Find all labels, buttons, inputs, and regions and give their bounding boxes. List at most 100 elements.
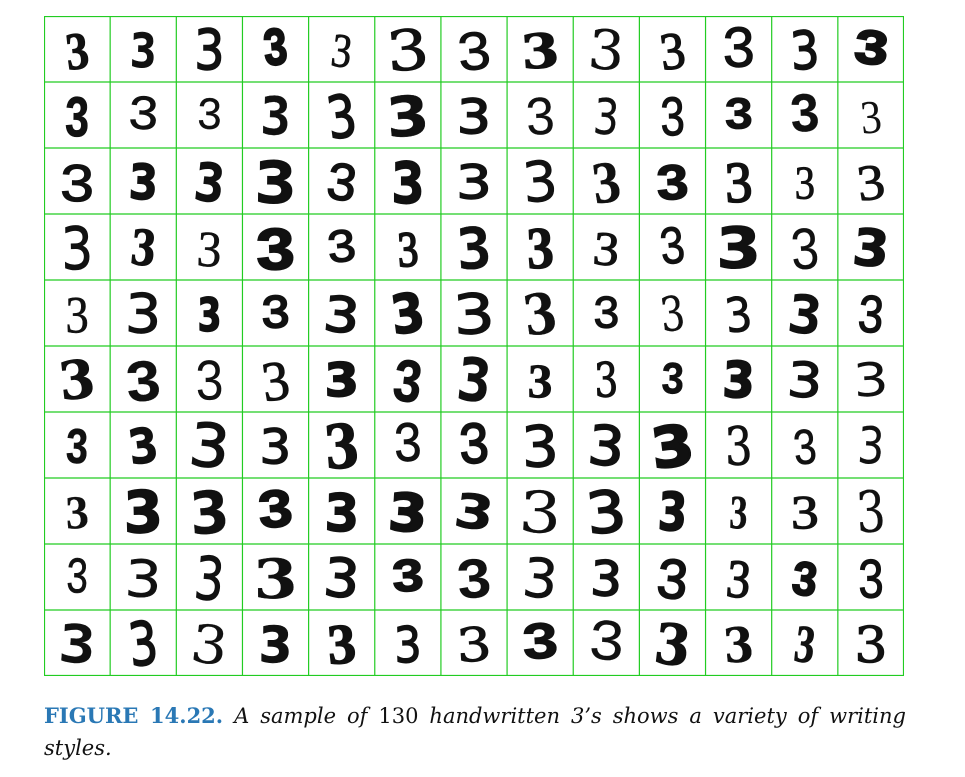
handwritten-digit: 3 [520, 614, 561, 675]
handwritten-digit: 3 [455, 547, 494, 612]
digit-cell: 3 [254, 480, 297, 546]
handwritten-digit: 3 [854, 616, 887, 674]
handwritten-digit: 3 [322, 547, 362, 612]
digit-cell: 3 [520, 149, 561, 217]
handwritten-digit: 3 [187, 612, 231, 676]
handwritten-digit: 3 [457, 90, 491, 145]
digit-cell: 3 [390, 346, 427, 416]
digit-cell: 3 [257, 348, 293, 414]
digit-cell: 3 [525, 215, 556, 283]
caption-text-before: A sample of [234, 704, 368, 728]
handwritten-digit: 3 [187, 477, 231, 549]
handwritten-digit: 3 [728, 486, 748, 540]
digit-cell: 3 [723, 548, 754, 611]
handwritten-digit: 3 [125, 609, 161, 676]
handwritten-digit: 3 [322, 285, 362, 345]
handwritten-digit: 3 [255, 150, 297, 217]
handwritten-digit: 3 [323, 152, 359, 213]
digit-cell: 3 [724, 416, 754, 479]
digit-cell: 3 [659, 354, 685, 408]
digit-cell: 3 [393, 615, 424, 675]
digit-cell: 3 [391, 149, 425, 217]
digit-cell: 3 [853, 153, 888, 213]
digit-cell: 3 [788, 19, 822, 83]
handwritten-digit: 3 [722, 352, 756, 410]
handwritten-digit: 3 [788, 20, 821, 83]
handwritten-digit: 3 [721, 17, 757, 86]
handwritten-digit: 3 [724, 548, 753, 609]
handwritten-digit: 3 [854, 154, 888, 213]
digit-cell: 3 [194, 18, 226, 84]
digit-cell: 3 [123, 347, 163, 414]
digit-cell: 3 [849, 20, 892, 82]
handwritten-digit: 3 [651, 610, 694, 676]
handwritten-digit: 3 [129, 23, 157, 79]
handwritten-digit: 3 [454, 345, 494, 416]
digit-cell: 3 [126, 89, 161, 146]
digit-cell: 3 [191, 542, 228, 615]
handwritten-digit: 3 [660, 86, 686, 147]
handwritten-digit: 3 [65, 286, 89, 344]
digit-cell: 3 [519, 614, 561, 676]
handwritten-digit: 3 [324, 221, 360, 278]
handwritten-digit: 3 [586, 415, 627, 480]
digit-cell: 3 [191, 151, 228, 216]
digit-cell: 3 [65, 419, 89, 474]
digit-cell: 3 [323, 353, 360, 408]
digit-cell: 3 [659, 86, 686, 148]
handwritten-digit: 3 [123, 479, 164, 547]
digit-cell: 3 [196, 90, 224, 143]
handwritten-digit: 3 [787, 84, 822, 150]
digit-cell: 3 [790, 418, 819, 476]
handwritten-digit: 3 [852, 353, 890, 408]
digit-cell: 3 [657, 286, 688, 344]
digit-cell: 3 [59, 153, 95, 213]
handwritten-digit: 3 [392, 150, 424, 216]
handwritten-digit: 3 [592, 288, 620, 341]
handwritten-digit: 3 [325, 613, 357, 676]
handwritten-digit: 3 [586, 611, 627, 676]
handwritten-digit: 3 [65, 549, 90, 608]
digit-cell: 3 [57, 614, 98, 676]
digit-cell: 3 [384, 83, 432, 150]
handwritten-digit: 3 [583, 478, 629, 548]
digit-cell: 3 [65, 549, 90, 609]
handwritten-digit: 3 [258, 349, 293, 414]
handwritten-digit: 3 [856, 285, 886, 345]
handwritten-digit: 3 [258, 615, 293, 674]
handwritten-digit: 3 [455, 215, 494, 284]
handwritten-digit: 3 [64, 486, 90, 540]
digit-cell: 3 [858, 90, 884, 145]
handwritten-digit: 3 [519, 280, 561, 349]
digit-cell: 3 [590, 221, 622, 277]
digit-cell: 3 [524, 87, 556, 148]
handwritten-digit: 3 [785, 283, 825, 348]
handwritten-digit: 3 [260, 419, 291, 475]
handwritten-digit: 3 [392, 414, 424, 479]
digit-cell: 3 [323, 152, 361, 215]
handwritten-digit: 3 [260, 20, 290, 83]
digit-cell: 3 [454, 345, 495, 417]
handwritten-digit: 3 [123, 548, 163, 609]
handwritten-digit: 3 [63, 20, 92, 81]
digit-cell: 3 [585, 414, 628, 481]
handwritten-digit: 3 [191, 151, 227, 215]
digit-cell: 3 [785, 282, 825, 348]
digit-cell: 3 [855, 285, 886, 346]
digit-cell: 3 [519, 21, 562, 80]
handwritten-digit: 3 [65, 85, 90, 148]
digit-cell: 3 [195, 349, 224, 412]
caption-text-after: handwritten 3’s shows a variety of writi… [44, 704, 906, 760]
handwritten-digit: 3 [657, 21, 689, 81]
digit-cell: 3 [392, 414, 424, 480]
digit-cell: 3 [386, 480, 430, 545]
handwritten-digit: 3 [786, 352, 824, 410]
handwritten-digit: 3 [647, 412, 697, 482]
digit-cell: 3 [451, 483, 498, 543]
handwritten-digit: 3 [195, 349, 224, 412]
digit-cell: 3 [454, 19, 493, 83]
handwritten-digit: 3 [452, 282, 497, 348]
digit-cell: 3 [323, 220, 360, 278]
digit-cell: 3 [582, 477, 630, 549]
digit-cell: 3 [454, 214, 494, 284]
